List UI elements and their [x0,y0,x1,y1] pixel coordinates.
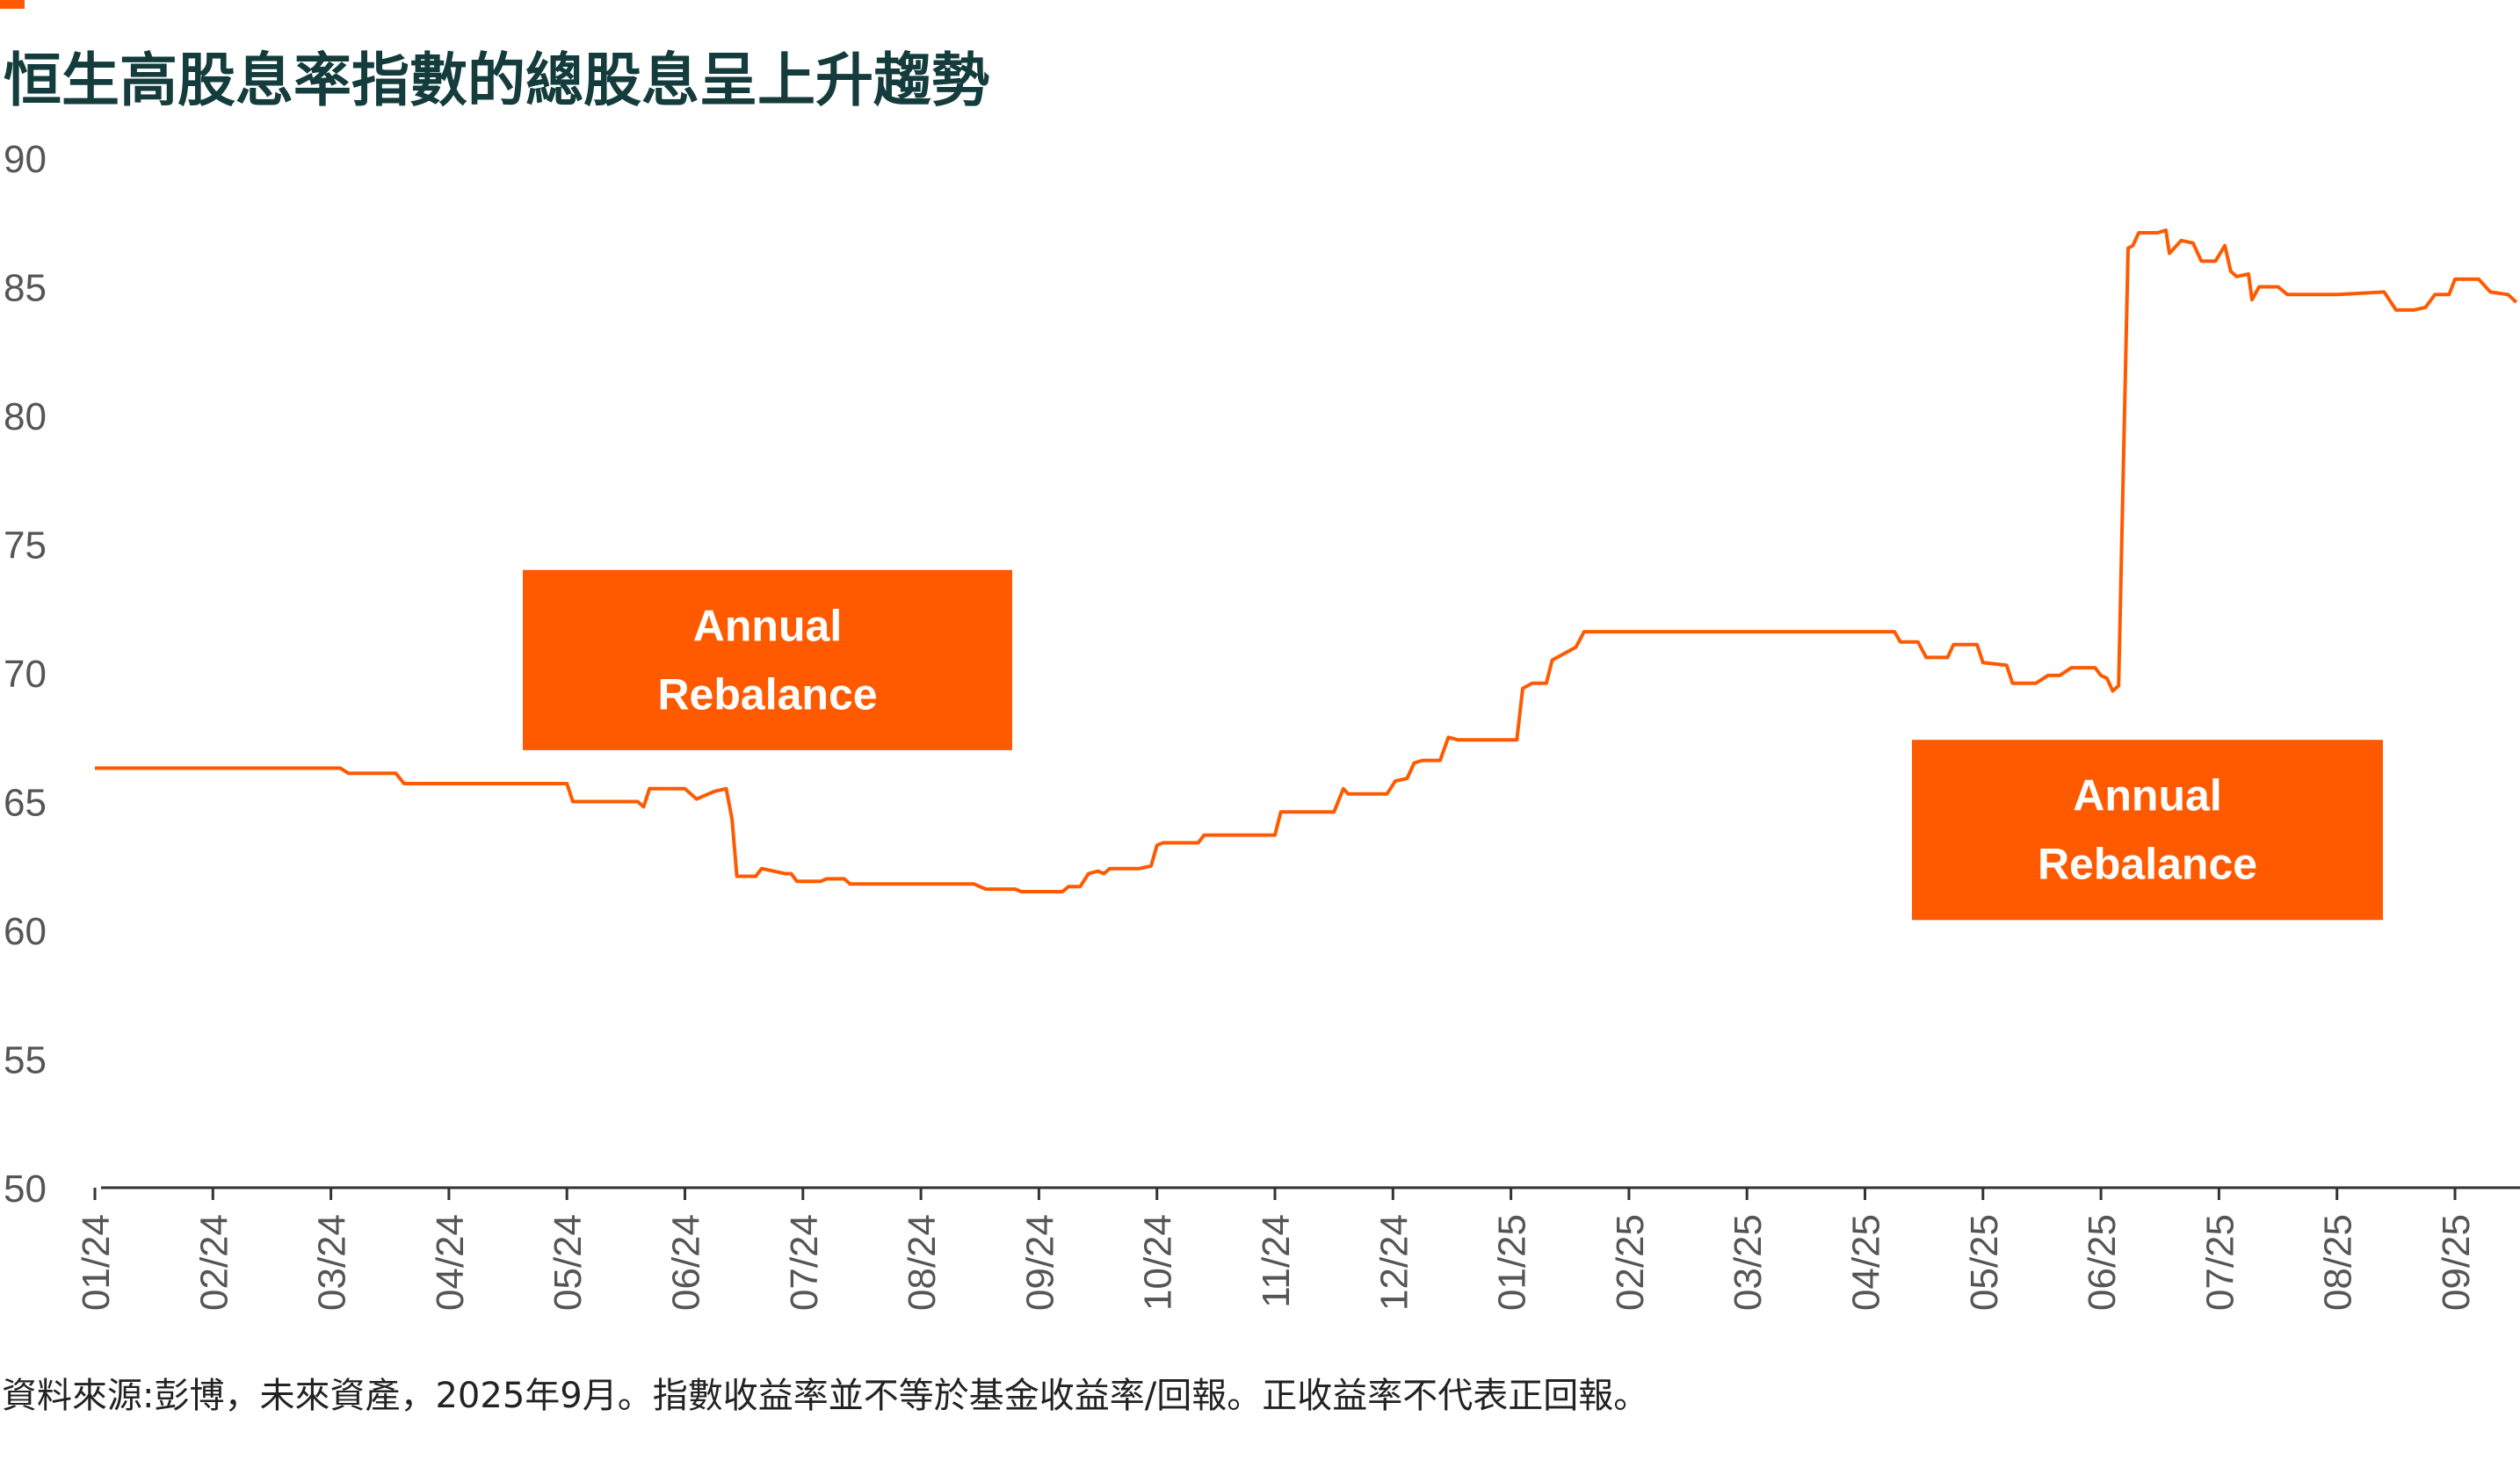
x-tick-label: 01/25 [1491,1214,1534,1311]
x-tick-label: 11/24 [1255,1214,1298,1308]
x-tick-label: 03/24 [311,1214,354,1311]
y-tick-label: 85 [4,267,47,310]
annotation-label: Rebalance [657,669,877,719]
x-tick-label: 09/25 [2435,1214,2478,1311]
x-tick-label: 09/24 [1018,1214,1061,1311]
x-tick-label: 12/24 [1372,1214,1416,1311]
source-note: 資料來源:彭博，未來資產，2025年9月。指數收益率並不等於基金收益率/回報。正… [2,1376,1649,1416]
x-tick-label: 06/24 [665,1214,708,1311]
x-tick-label: 01/24 [75,1214,118,1311]
x-tick-label: 04/24 [429,1214,472,1311]
annotation-box [523,569,1012,750]
y-tick-label: 60 [4,910,47,953]
x-tick-label: 05/25 [1963,1214,2006,1311]
x-tick-label: 06/25 [2081,1214,2124,1311]
x-tick-label: 08/24 [901,1214,944,1311]
y-tick-label: 80 [4,395,47,438]
x-tick-label: 02/24 [192,1214,235,1311]
series-line [95,228,2518,893]
annotation-label: Annual [693,601,842,650]
y-tick-label: 75 [4,524,47,567]
annotation-box [1912,740,2383,921]
x-tick-label: 08/25 [2317,1214,2360,1311]
y-tick-label: 70 [4,653,47,696]
x-tick-label: 07/25 [2198,1214,2241,1311]
y-tick-label: 50 [4,1168,47,1211]
x-tick-label: 03/25 [1727,1214,1770,1311]
x-tick-label: 04/25 [1845,1214,1888,1311]
annotation-label: Rebalance [2038,840,2257,889]
y-tick-label: 65 [4,782,47,825]
annotation-label: Annual [2073,771,2221,821]
y-tick-label: 90 [4,138,47,181]
chart-title: 恒生高股息率指數的總股息呈上升趨勢 [4,47,989,114]
x-tick-label: 05/24 [547,1214,590,1311]
x-tick-label: 07/24 [783,1214,826,1311]
x-tick-label: 02/25 [1609,1214,1652,1311]
x-tick-label: 10/24 [1137,1214,1180,1311]
y-tick-label: 55 [4,1039,47,1082]
accent-bar [0,0,25,9]
